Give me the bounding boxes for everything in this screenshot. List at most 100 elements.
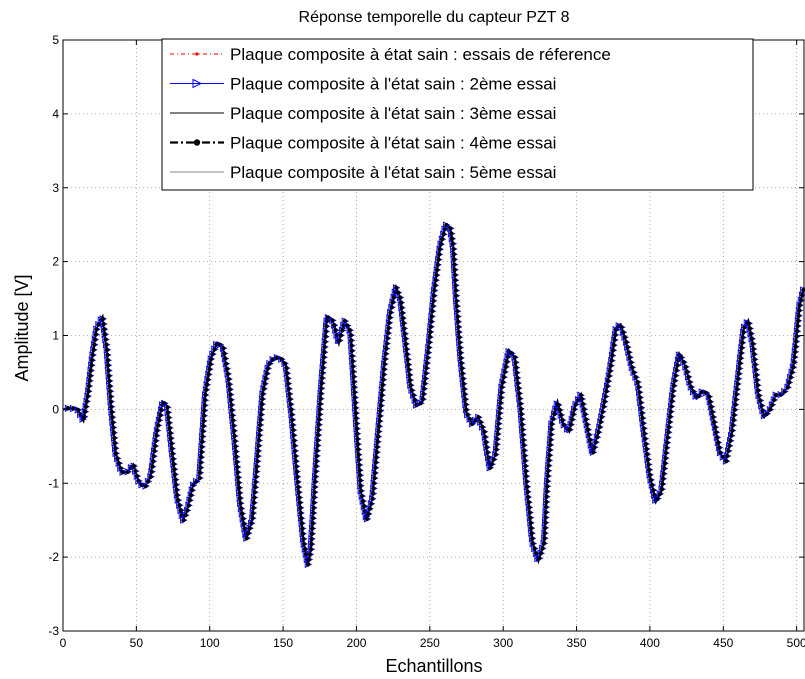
star-marker [233,449,238,454]
star-marker [386,325,391,331]
star-marker [542,530,547,536]
legend-item: Plaque composite à l'état sain : 5ème es… [170,163,556,182]
star-marker [381,367,387,372]
star-marker [198,460,203,465]
star-marker [310,516,316,521]
star-marker [171,461,176,467]
star-marker [333,328,338,333]
star-marker [397,295,403,300]
star-marker [767,407,773,412]
star-marker [313,464,319,469]
star-marker [486,455,491,460]
star-marker [526,500,531,505]
star-marker [107,389,113,394]
star-marker [256,443,261,448]
star-marker [709,409,715,415]
star-marker [115,456,120,461]
star-marker [427,334,432,340]
star-marker [454,303,459,309]
star-marker [320,365,326,370]
star-marker [317,401,323,407]
x-tick-label: 200 [346,636,366,650]
star-marker [730,423,735,428]
star-marker [324,324,329,329]
star-marker [355,442,360,447]
star-marker [230,413,235,418]
star-marker [790,365,796,370]
star-marker [203,387,209,392]
star-marker [232,438,238,444]
star-marker [524,479,529,484]
star-marker [733,402,738,407]
star-marker [646,462,651,467]
star-marker [259,407,264,412]
star-marker [583,417,589,422]
star-marker [197,475,202,481]
star-marker [568,422,573,427]
star-marker [348,338,354,343]
star-marker [545,473,550,479]
star-marker [106,368,111,373]
x-tick-label: 100 [200,636,220,650]
star-marker [545,468,551,473]
star-marker [516,391,522,396]
star-marker [747,326,752,331]
star-marker [734,392,739,397]
star-marker [664,445,669,450]
star-marker [601,404,606,409]
star-marker [352,395,357,400]
star-marker [593,440,598,445]
star-marker [89,363,94,368]
star-marker [679,355,684,360]
star-marker [94,327,99,332]
star-marker [258,417,263,422]
x-tick-label: 300 [493,636,513,650]
star-marker [465,412,470,417]
star-marker [627,355,632,360]
star-marker [361,504,367,509]
star-marker [667,419,672,425]
star-marker [546,463,551,468]
star-marker [405,357,410,362]
star-marker [384,341,389,346]
star-marker [625,345,630,350]
star-marker [500,380,505,385]
star-marker [453,293,459,298]
star-marker [425,350,431,355]
x-tick-label: 500 [787,636,805,650]
star-marker [238,501,243,506]
star-marker [158,413,163,418]
star-marker [647,472,652,477]
star-marker [113,451,119,456]
star-marker [734,387,740,392]
star-marker [460,371,465,376]
star-marker [93,332,99,337]
star-marker [523,474,529,479]
star-marker [299,521,304,526]
star-marker [795,323,800,329]
star-marker [666,430,671,435]
star-marker [495,426,501,431]
star-marker [544,489,549,494]
star-marker [323,334,328,339]
star-marker [290,417,295,422]
star-marker [368,501,374,506]
star-marker [134,473,140,479]
star-marker [483,439,488,445]
star-marker [257,433,262,438]
star-marker [317,412,322,417]
y-tick-label: 5 [52,33,59,47]
star-marker [436,257,441,262]
star-marker [366,511,371,517]
star-marker [178,508,183,513]
star-marker [449,236,455,241]
star-marker [159,407,164,413]
star-marker [584,422,590,427]
star-marker [291,433,296,438]
star-marker [602,399,607,404]
star-marker [513,360,518,365]
star-marker [643,441,648,447]
star-marker [395,290,401,295]
star-marker [371,486,376,491]
star-marker [367,506,372,511]
